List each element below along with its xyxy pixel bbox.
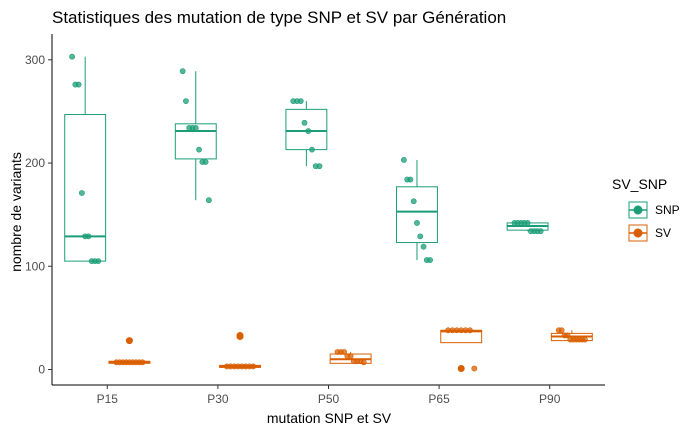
plot-area: 0 100 200 300 P15 P30 P50 P65 P90 [25,34,605,406]
data-point [205,197,212,204]
data-point [301,119,308,126]
data-point [196,146,202,153]
data-point [79,190,85,196]
y-tick-label: 100 [25,259,45,273]
data-point [179,68,186,75]
data-point [427,257,433,263]
y-tick-label: 300 [25,53,45,67]
x-axis-title: mutation SNP et SV [267,410,392,426]
data-point [417,233,424,240]
data-point [582,336,588,343]
data-point [250,363,257,370]
data-point [309,146,315,153]
data-point [139,359,146,366]
data-point [467,327,473,334]
data-point [192,125,199,131]
y-tick-label: 0 [38,363,45,377]
box-snp [396,186,438,244]
outlier-point [457,364,465,372]
box-snp [174,123,217,160]
data-point [347,353,354,359]
data-point [360,359,367,366]
legend: SV_SNP SNP SV [612,176,680,242]
data-point [69,53,75,60]
data-point [410,198,417,205]
x-tick-label: P30 [207,392,229,406]
x-tick-label: P90 [539,392,561,406]
data-point [85,233,92,240]
box-snp [64,114,107,262]
data-point [414,220,420,226]
data-point [305,128,312,134]
data-point [471,365,478,372]
legend-label-sv: SV [655,226,671,240]
box-snp [285,108,328,151]
data-point [297,98,304,105]
data-point [558,327,565,334]
x-tick-label: P15 [97,392,119,406]
data-point [95,258,102,265]
data-point [537,228,544,235]
chart-title: Statistiques des mutation de type SNP et… [52,8,506,27]
data-point [564,332,571,339]
data-point [316,163,323,170]
x-tick-label: P50 [318,392,340,406]
outlier-point [125,337,133,345]
legend-key-point [633,205,643,215]
data-point [407,176,414,183]
data-point [75,81,82,88]
legend-label-snp: SNP [655,203,680,217]
data-point [341,349,347,355]
data-point [420,243,427,250]
y-tick-label: 200 [25,156,45,170]
y-axis-title: nombre de variants [8,152,24,272]
outlier-point [236,331,244,339]
data-point [524,220,531,226]
legend-title: SV_SNP [612,176,667,192]
data-point [183,98,189,105]
data-point [400,157,407,163]
data-point [202,159,209,165]
x-tick-label: P65 [428,392,450,406]
legend-key-point [633,228,643,238]
